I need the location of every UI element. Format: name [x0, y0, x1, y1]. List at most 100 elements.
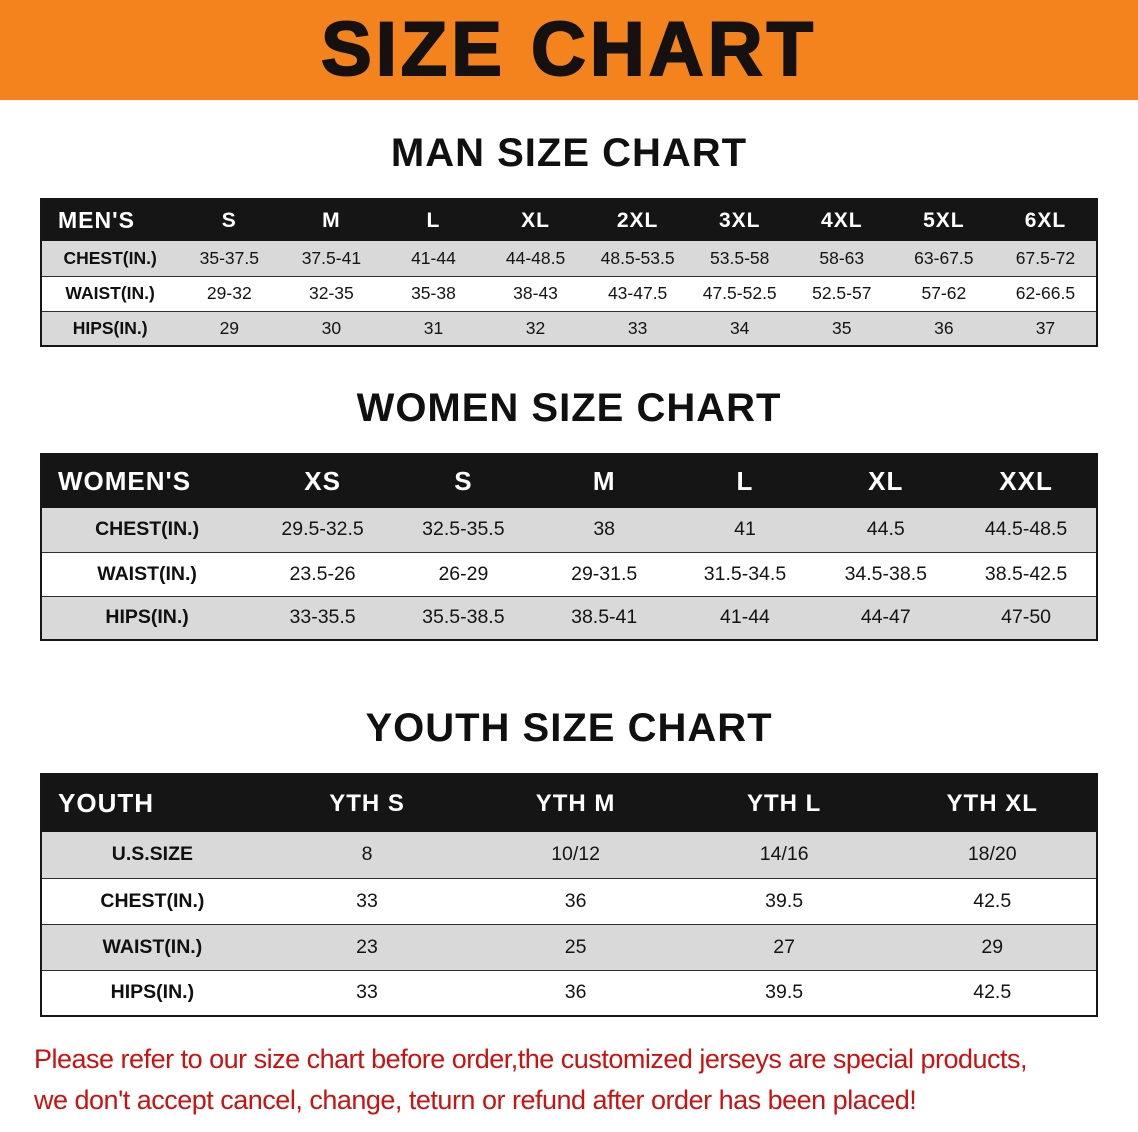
men-size-chart-section: MAN SIZE CHART MEN'S S M L XL 2XL 3XL 4XL 5XL 6XL C…	[0, 130, 1138, 347]
value-cell: 38.5-42.5	[984, 562, 1068, 585]
size-header-cell: YTH S	[262, 774, 472, 832]
value-cell: 36	[934, 317, 954, 338]
value-cell: 29	[219, 317, 240, 338]
row-label-cell: CHEST(IN.)	[95, 518, 200, 541]
value-cell: 41-44	[411, 247, 456, 268]
row-label-cell: WAIST(IN.)	[97, 562, 197, 585]
value-cell: 47-50	[1001, 606, 1052, 629]
value-cell: 26-29	[438, 562, 489, 585]
value-cell: 44-48.5	[505, 247, 566, 268]
value-cell: 34.5-38.5	[844, 562, 927, 585]
value-cell: 63-67.5	[914, 247, 974, 268]
value-cell: 44.5-48.5	[984, 518, 1068, 541]
size-header-cell: S	[392, 454, 534, 508]
header-row: MEN'S S M L XL 2XL 3XL 4XL 5XL 6XL	[41, 199, 1097, 241]
size-header-cell: XL	[484, 199, 587, 241]
value-cell: 18/20	[967, 843, 1017, 866]
size-header-cell: M	[280, 199, 383, 241]
women-size-table: WOMEN'S XS S M L XL XXL CHEST(IN.) 29.5-32.5 32.5…	[40, 453, 1098, 641]
row-label-cell: HIPS(IN.)	[72, 317, 148, 338]
size-header-cell: 4XL	[790, 199, 893, 241]
banner-title: SIZE CHART	[320, 7, 817, 92]
measurement-row: CHEST(IN.) 33 36 39.5 42.5	[41, 878, 1097, 924]
measurement-row: U.S.SIZE 8 10/12 14/16 18/20	[41, 832, 1097, 878]
table-title-cell: MEN'S	[41, 199, 179, 241]
value-cell: 36	[564, 981, 587, 1004]
table-title-cell: YOUTH	[41, 774, 263, 832]
women-size-chart-section: WOMEN SIZE CHART WOMEN'S XS S M L XL XXL CHEST(I…	[0, 385, 1138, 641]
row-label-cell: CHEST(IN.)	[63, 247, 157, 268]
value-cell: 8	[361, 843, 373, 866]
value-cell: 39.5	[765, 889, 804, 912]
value-cell: 35.5-38.5	[422, 606, 505, 629]
value-cell: 34	[729, 317, 750, 338]
value-cell: 44-47	[860, 606, 911, 629]
size-header-cell: L	[674, 454, 816, 508]
size-charts: MAN SIZE CHART MEN'S S M L XL 2XL 3XL 4XL 5XL 6XL C…	[0, 130, 1138, 1017]
value-cell: 62-66.5	[1015, 283, 1076, 303]
disclaimer: Please refer to our size chart before or…	[0, 1039, 1138, 1121]
size-header-cell: YTH L	[679, 774, 889, 832]
size-header-cell: YTH XL	[888, 774, 1097, 832]
value-cell: 33-35.5	[289, 606, 356, 629]
value-cell: 25	[564, 935, 587, 958]
size-header-cell: XXL	[956, 454, 1097, 508]
value-cell: 42.5	[973, 889, 1012, 912]
value-cell: 32.5-35.5	[422, 518, 505, 541]
table-title-cell: WOMEN'S	[41, 454, 253, 508]
value-cell: 30	[321, 317, 342, 338]
value-cell: 33	[627, 317, 648, 338]
youth-size-table: YOUTH YTH S YTH M YTH L YTH XL U.S.SIZE 8 10/12…	[40, 773, 1098, 1017]
row-label-cell: HIPS(IN.)	[105, 606, 189, 629]
youth-section-heading: YOUTH SIZE CHART	[365, 706, 773, 750]
value-cell: 39.5	[765, 981, 804, 1004]
value-cell: 27	[773, 935, 795, 958]
row-label-cell: U.S.SIZE	[111, 843, 194, 866]
measurement-row: CHEST(IN.) 35-37.5 37.5-41 41-44 44-48.5 48.5…	[41, 241, 1097, 276]
measurement-row: HIPS(IN.) 33 36 39.5 42.5	[41, 970, 1097, 1016]
value-cell: 23.5-26	[289, 562, 356, 585]
value-cell: 10/12	[551, 843, 600, 866]
value-cell: 48.5-53.5	[600, 247, 675, 268]
value-cell: 58-63	[819, 247, 865, 268]
measurement-row: WAIST(IN.) 23 25 27 29	[41, 924, 1097, 970]
value-cell: 57-62	[921, 283, 967, 303]
men-size-table: MEN'S S M L XL 2XL 3XL 4XL 5XL 6XL CHEST(IN.) 35-37…	[40, 198, 1098, 347]
row-label-cell: WAIST(IN.)	[102, 935, 203, 958]
value-cell: 53.5-58	[710, 247, 770, 268]
header-row: WOMEN'S XS S M L XL XXL	[41, 454, 1097, 508]
size-header-cell: 2XL	[586, 199, 689, 241]
value-cell: 31	[423, 317, 444, 338]
value-cell: 29	[981, 935, 1004, 958]
value-cell: 14/16	[759, 843, 809, 866]
value-cell: 33	[356, 889, 378, 912]
men-section-heading: MAN SIZE CHART	[390, 131, 748, 175]
value-cell: 31.5-34.5	[703, 562, 787, 585]
size-header-cell: 6XL	[994, 199, 1097, 241]
value-cell: 29.5-32.5	[281, 518, 364, 541]
value-cell: 44.5	[866, 518, 905, 541]
size-header-cell: XL	[815, 454, 957, 508]
value-cell: 41-44	[720, 606, 770, 629]
value-cell: 67.5-72	[1015, 247, 1076, 268]
value-cell: 37	[1035, 317, 1056, 338]
value-cell: 32-35	[309, 283, 354, 303]
row-label-cell: HIPS(IN.)	[110, 981, 195, 1004]
value-cell: 52.5-57	[812, 283, 872, 303]
value-cell: 35	[832, 317, 852, 338]
value-cell: 32	[525, 317, 546, 338]
measurement-row: WAIST(IN.) 29-32 32-35 35-38 38-43 43-47.5 47.…	[41, 276, 1097, 311]
size-header-cell: M	[533, 454, 675, 508]
measurement-row: CHEST(IN.) 29.5-32.5 32.5-35.5 38 41 44.5 44.5…	[41, 508, 1097, 552]
measurement-row: HIPS(IN.) 33-35.5 35.5-38.5 38.5-41 41-44 44-…	[41, 596, 1097, 640]
value-cell: 29-32	[206, 283, 252, 303]
value-cell: 47.5-52.5	[702, 283, 777, 303]
banner: SIZE CHART	[0, 0, 1138, 100]
youth-size-chart-section: YOUTH SIZE CHART YOUTH YTH S YTH M YTH L YTH …	[0, 705, 1138, 1017]
measurement-row: WAIST(IN.) 23.5-26 26-29 29-31.5 31.5-34.5 34…	[41, 552, 1097, 596]
value-cell: 29-31.5	[571, 562, 638, 585]
header-row: YOUTH YTH S YTH M YTH L YTH XL	[41, 774, 1097, 832]
size-header-cell: 3XL	[688, 199, 791, 241]
value-cell: 23	[356, 935, 378, 958]
